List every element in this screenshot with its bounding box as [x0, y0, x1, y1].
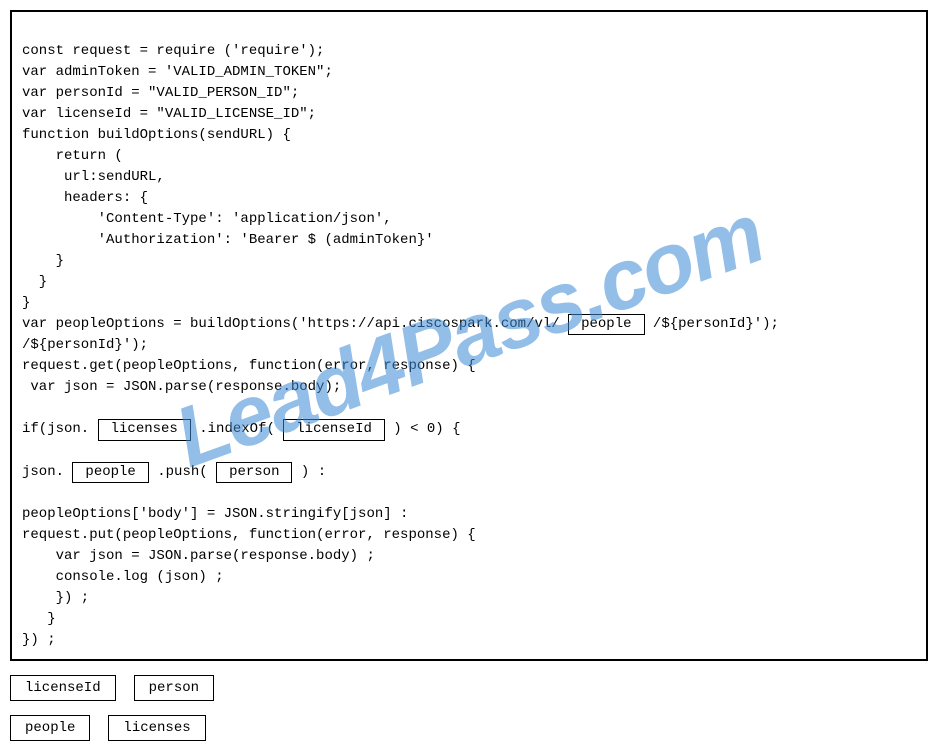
code-line: request.put(peopleOptions, function(erro… — [22, 527, 476, 543]
code-line: } — [22, 253, 64, 269]
code-line: return ( — [22, 148, 123, 164]
option-person[interactable]: person — [134, 675, 214, 701]
option-licenses[interactable]: licenses — [108, 715, 205, 741]
blank-slot-1[interactable]: people — [568, 314, 644, 335]
code-line: var peopleOptions = buildOptions('https:… — [22, 316, 568, 332]
blank-slot-3[interactable]: licenseId — [283, 419, 385, 440]
code-line: 'Content-Type': 'application/json', — [22, 211, 392, 227]
answer-options-row-2: people licenses — [10, 715, 928, 741]
code-line: /${personId}'); — [645, 316, 779, 332]
answer-options-row-1: licenseId person — [10, 675, 928, 701]
blank-slot-2[interactable]: licenses — [98, 419, 191, 440]
code-line: var json = JSON.parse(response.body) ; — [22, 548, 375, 564]
code-line: }) ; — [22, 590, 89, 606]
blank-slot-5[interactable]: person — [216, 462, 292, 483]
code-line: } — [22, 611, 56, 627]
code-line: var personId = "VALID_PERSON_ID"; — [22, 85, 299, 101]
code-line: } — [22, 274, 47, 290]
code-line: headers: { — [22, 190, 148, 206]
code-line: var adminToken = 'VALID_ADMIN_TOKEN"; — [22, 64, 333, 80]
code-line: ) < 0) { — [385, 421, 461, 437]
code-line: peopleOptions['body'] = JSON.stringify[j… — [22, 506, 408, 522]
code-container: Lead4Pass.comconst request = require ('r… — [10, 10, 928, 661]
code-line: function buildOptions(sendURL) { — [22, 127, 291, 143]
option-people[interactable]: people — [10, 715, 90, 741]
code-line: console.log (json) ; — [22, 569, 224, 585]
option-licenseId[interactable]: licenseId — [10, 675, 116, 701]
code-line: 'Authorization': 'Bearer $ (adminToken}' — [22, 232, 434, 248]
code-line: request.get(peopleOptions, function(erro… — [22, 358, 476, 374]
code-line: const request = require ('require'); — [22, 43, 324, 59]
code-line: if(json. — [22, 421, 98, 437]
code-line: ) : — [292, 464, 326, 480]
code-line: }) ; — [22, 632, 56, 648]
code-line: } — [22, 295, 30, 311]
code-line: var json = JSON.parse(response.body); — [22, 379, 341, 395]
code-line: .push( — [149, 464, 216, 480]
code-line: var licenseId = "VALID_LICENSE_ID"; — [22, 106, 316, 122]
blank-slot-4[interactable]: people — [72, 462, 148, 483]
code-line: json. — [22, 464, 72, 480]
code-line: .indexOf( — [191, 421, 283, 437]
code-line: url:sendURL, — [22, 169, 165, 185]
code-line: /${personId}'); — [22, 337, 148, 353]
